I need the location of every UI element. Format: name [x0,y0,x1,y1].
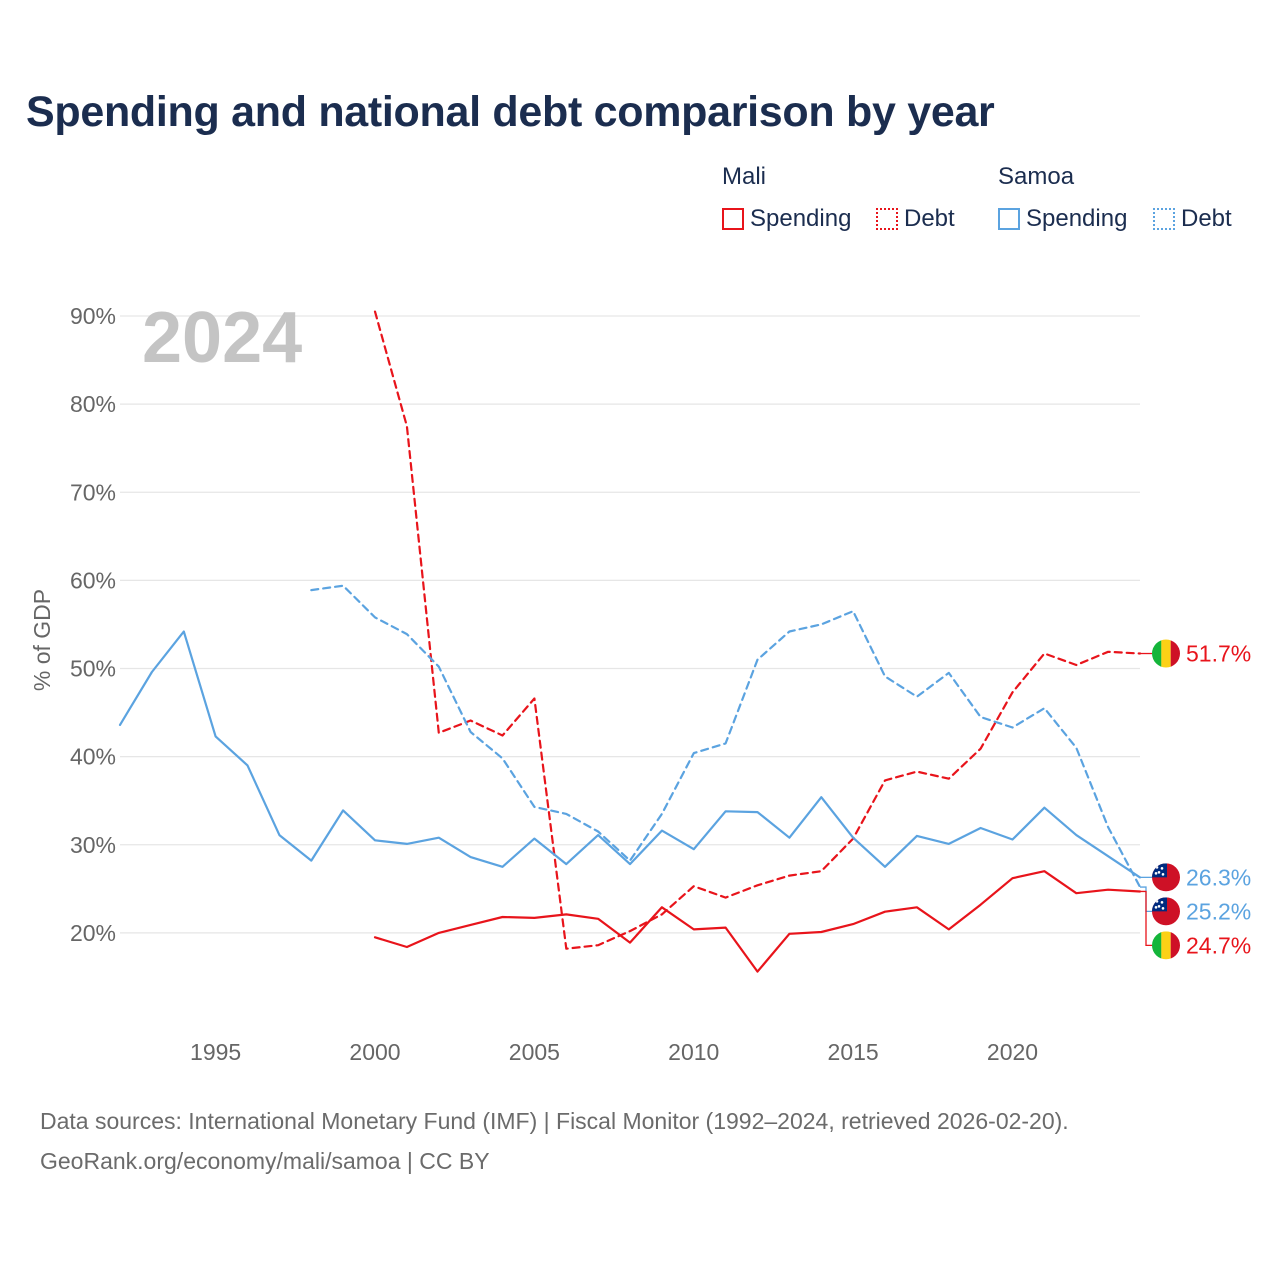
year-watermark: 2024 [142,298,302,378]
end-label-mali-spending: 24.7% [1186,932,1251,958]
y-tick-label: 50% [70,656,116,682]
legend-label-samoa-spending: Spending [1026,205,1128,232]
y-tick-label: 90% [70,303,116,329]
y-tick-label: 40% [70,744,116,770]
source-line-2[interactable]: GeoRank.org/economy/mali/samoa | CC BY [40,1148,490,1174]
x-axis-ticks: 1995 2000 2005 2010 2015 2020 [190,1039,1038,1065]
legend-swatch-mali-spending [722,208,744,230]
legend-item-samoa-debt[interactable]: Debt [1153,204,1232,234]
legend-item-samoa-spending[interactable]: Spending [998,204,1127,234]
chart-title: Spending and national debt comparison by… [26,88,995,136]
legend-label-samoa-debt: Debt [1181,205,1232,232]
end-label-connector [1140,890,1152,947]
x-tick-label: 2000 [349,1039,400,1065]
legend-label-mali-spending: Spending [750,205,852,232]
samoa-flag-icon [1152,863,1180,892]
legend-title-mali: Mali [722,163,767,190]
x-tick-label: 2005 [509,1039,560,1065]
legend-swatch-samoa-debt [1153,208,1175,230]
y-axis-label: % of GDP [29,589,55,691]
y-axis-ticks: 20% 30% 40% 50% 60% 70% 80% 90% [70,303,116,946]
grid [120,315,1140,934]
legend-item-mali-debt[interactable]: Debt [876,204,955,234]
y-tick-label: 80% [70,391,116,417]
y-tick-label: 30% [70,832,116,858]
x-tick-label: 2020 [987,1039,1038,1065]
legend-label-mali-debt: Debt [904,205,955,232]
samoa-flag-icon [1152,897,1180,926]
series-line-samoa-debt[interactable] [310,584,1142,889]
mali-flag-icon [1152,931,1180,960]
mali-flag-icon [1152,639,1180,668]
series-line-mali-debt[interactable] [373,310,1142,950]
y-tick-label: 20% [70,920,116,946]
series-line-mali-spending[interactable] [373,870,1142,973]
legend-swatch-samoa-spending [998,208,1020,230]
line-chart: 2024 20% 30% 40% 50% 60% 70% 80% 90% 1995 2000 20… [29,298,1251,1065]
legend-swatch-mali-debt [876,208,898,230]
end-label-samoa-spending: 26.3% [1186,864,1251,890]
source-line-1: Data sources: International Monetary Fun… [40,1108,1069,1134]
series-line-samoa-spending[interactable] [118,630,1142,879]
x-tick-label: 2015 [828,1039,879,1065]
end-label-mali-debt: 51.7% [1186,641,1251,667]
legend-item-mali-spending[interactable]: Spending [722,204,851,234]
end-labels: 51.7% 26.3% 25.2% 24.7% [1140,639,1251,960]
x-tick-label: 1995 [190,1039,241,1065]
legend-title-samoa: Samoa [998,163,1075,190]
x-tick-label: 2010 [668,1039,719,1065]
y-tick-label: 70% [70,479,116,505]
series [118,310,1142,973]
end-label-samoa-debt: 25.2% [1186,898,1251,924]
y-tick-label: 60% [70,567,116,593]
